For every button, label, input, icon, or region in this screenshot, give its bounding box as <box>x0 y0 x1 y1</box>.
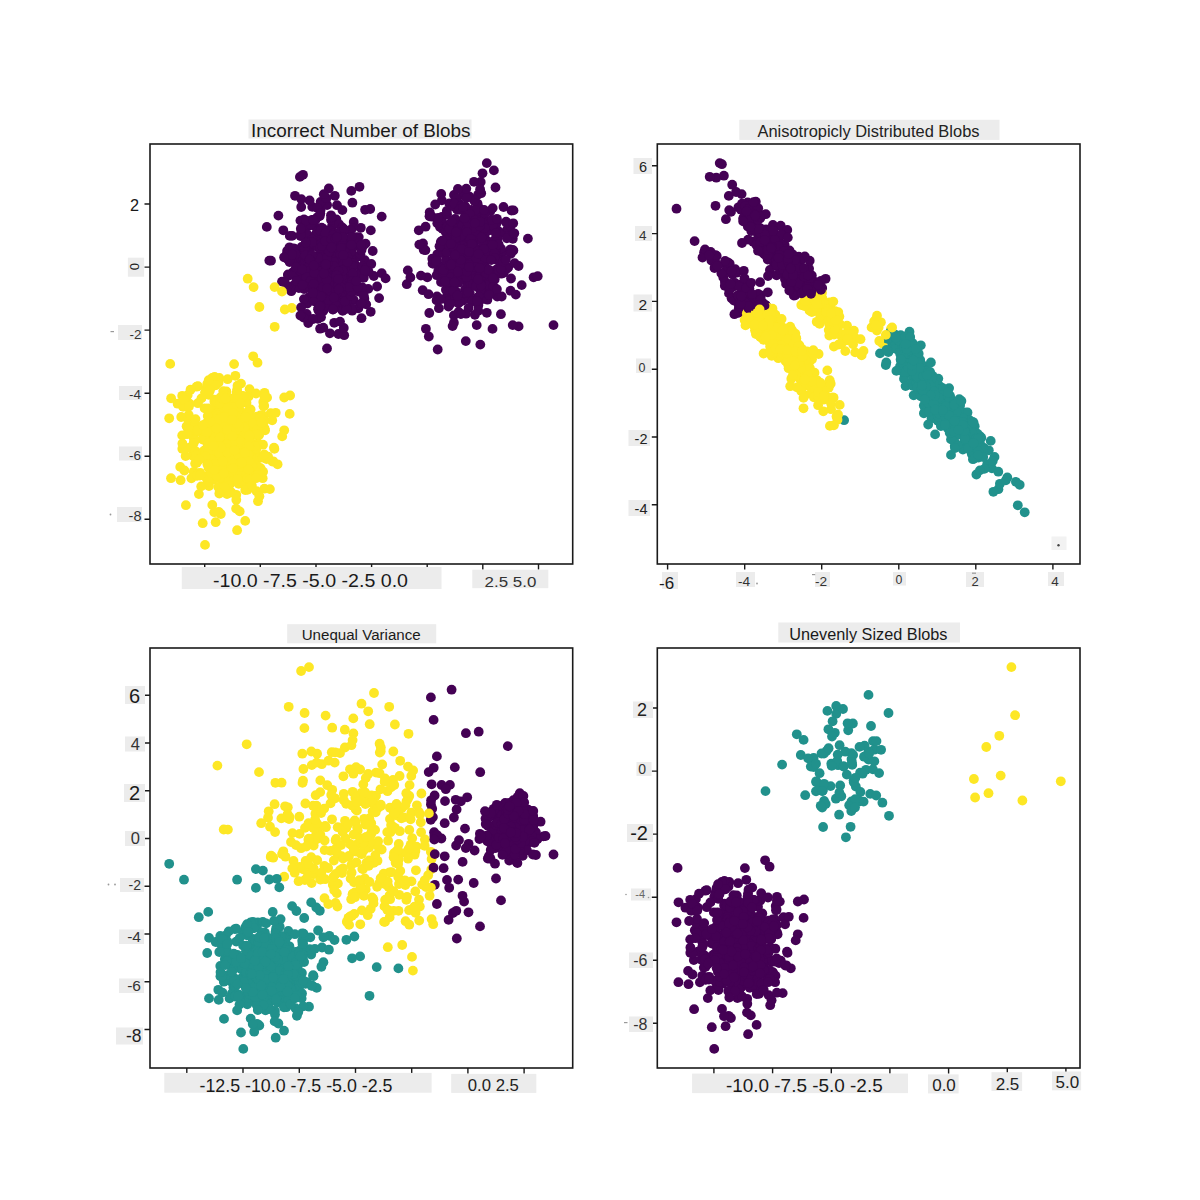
svg-text:-12.5 -10.0 -7.5 -5.0 -2.5: -12.5 -10.0 -7.5 -5.0 -2.5 <box>200 1075 393 1096</box>
svg-text:0.0: 0.0 <box>932 1076 956 1095</box>
svg-text:2: 2 <box>638 296 647 313</box>
svg-text:6: 6 <box>129 685 140 707</box>
svg-text:0: 0 <box>896 573 903 587</box>
svg-text:-10.0 -7.5 -5.0 -2.5 0.0: -10.0 -7.5 -5.0 -2.5 0.0 <box>213 570 408 591</box>
svg-text:0: 0 <box>638 761 646 777</box>
svg-text:-6: -6 <box>127 977 141 994</box>
svg-text:-4: -4 <box>738 574 751 589</box>
svg-text:-2: -2 <box>635 431 648 447</box>
svg-text:-6: -6 <box>633 952 647 969</box>
svg-text:-6: -6 <box>129 448 141 463</box>
svg-text:4: 4 <box>639 228 647 243</box>
svg-text:2.5 5.0: 2.5 5.0 <box>485 573 537 590</box>
svg-text:5.0: 5.0 <box>1055 1073 1079 1092</box>
svg-text:6: 6 <box>639 159 647 175</box>
svg-text:2: 2 <box>637 700 647 720</box>
svg-text:-8: -8 <box>633 1016 647 1033</box>
svg-text:0: 0 <box>127 263 142 270</box>
svg-text:2: 2 <box>129 782 140 804</box>
svg-text:2: 2 <box>971 574 978 589</box>
svg-text:-4: -4 <box>635 501 648 517</box>
svg-text:-10.0 -7.5 -5.0 -2.5: -10.0 -7.5 -5.0 -2.5 <box>726 1076 883 1096</box>
svg-text:-4: -4 <box>129 387 141 402</box>
svg-text:-2: -2 <box>129 327 141 342</box>
svg-text:Unevenly Sized Blobs: Unevenly Sized Blobs <box>789 625 947 643</box>
svg-text:0.0 2.5: 0.0 2.5 <box>468 1077 519 1094</box>
svg-text:0: 0 <box>131 829 140 847</box>
svg-text:-4: -4 <box>635 888 645 900</box>
svg-text:Unequal Variance: Unequal Variance <box>302 626 421 643</box>
svg-text:4: 4 <box>131 735 140 753</box>
svg-text:-2: -2 <box>815 574 827 589</box>
svg-text:Incorrect Number of Blobs: Incorrect Number of Blobs <box>251 121 471 141</box>
svg-text:-8: -8 <box>129 508 142 524</box>
svg-text:0: 0 <box>639 361 646 375</box>
svg-text:2: 2 <box>130 196 139 214</box>
svg-text:Anisotropicly Distributed Blob: Anisotropicly Distributed Blobs <box>758 122 980 141</box>
svg-text:-2: -2 <box>129 877 142 893</box>
svg-text:-4: -4 <box>127 928 141 945</box>
svg-text:4: 4 <box>1051 574 1059 589</box>
svg-text:-8: -8 <box>126 1026 142 1046</box>
svg-text:-6: -6 <box>659 574 674 593</box>
svg-text:2.5: 2.5 <box>996 1075 1020 1094</box>
svg-text:-2: -2 <box>630 822 648 844</box>
